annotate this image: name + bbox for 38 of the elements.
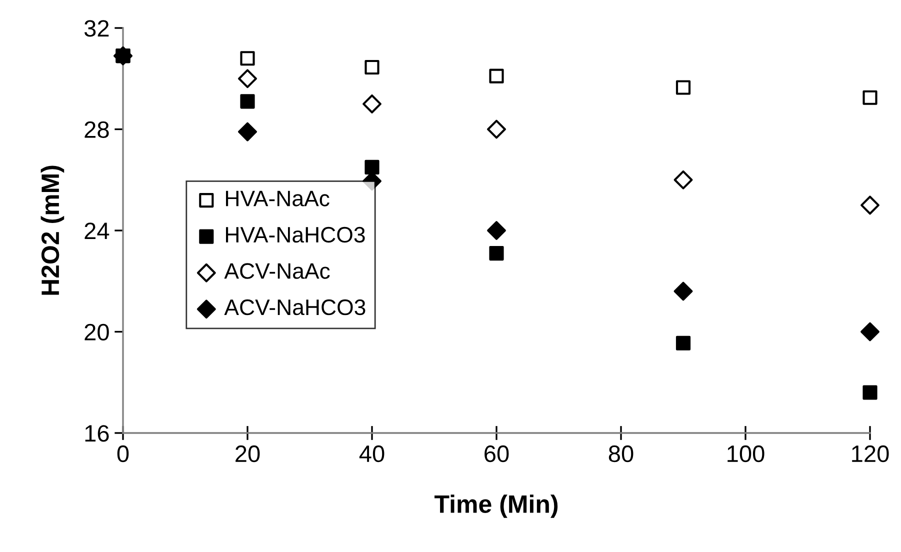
- y-axis-title: H2O2 (mM): [40, 166, 64, 295]
- point: [364, 60, 380, 75]
- legend-label: HVA-NaHCO3: [226, 226, 365, 243]
- x-tick-label: 40: [359, 445, 384, 462]
- y-tick-label: 24: [84, 222, 110, 240]
- legend-label: HVA-NaAc: [226, 190, 330, 206]
- legend-label: ACV-NaHCO3: [224, 299, 366, 316]
- point: [676, 80, 691, 95]
- x-tick-label: 0: [117, 445, 129, 462]
- point: [674, 282, 693, 301]
- point: [238, 69, 257, 88]
- y-tick-label: 28: [84, 121, 109, 138]
- y-tick-label: 20: [84, 324, 109, 341]
- point: [364, 160, 380, 175]
- x-axis-title: Time (Min): [434, 494, 558, 518]
- point: [240, 51, 255, 66]
- point: [860, 322, 880, 342]
- x-tick-label: 120: [852, 445, 889, 462]
- point: [240, 94, 255, 109]
- x-tick-label: 20: [236, 445, 260, 462]
- point: [114, 46, 132, 66]
- point: [860, 196, 880, 215]
- point: [489, 246, 504, 261]
- x-tick-label: 60: [484, 445, 509, 462]
- legend-label: ACV-NaAc: [224, 263, 330, 279]
- x-tick-label: 80: [608, 445, 634, 462]
- point: [862, 90, 878, 105]
- point: [238, 122, 257, 142]
- point: [487, 120, 506, 139]
- point: [489, 68, 504, 84]
- point: [487, 221, 506, 240]
- point: [674, 170, 693, 190]
- y-tick-label: 32: [84, 20, 109, 37]
- point: [362, 94, 382, 114]
- point: [676, 336, 691, 350]
- x-tick-label: 100: [728, 445, 764, 462]
- y-tick-label: 16: [85, 425, 109, 442]
- point: [862, 385, 878, 400]
